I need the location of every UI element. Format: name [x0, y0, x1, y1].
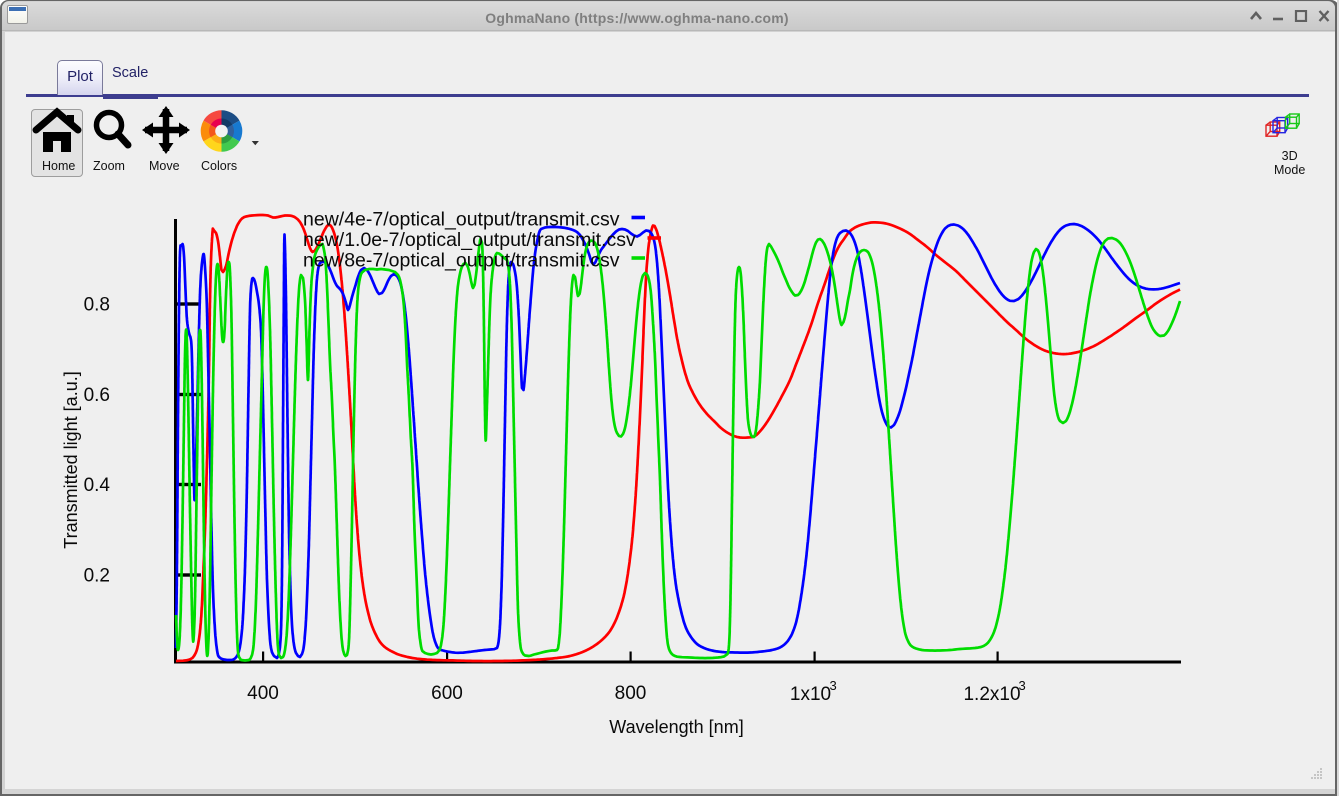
svg-text:3: 3	[830, 678, 837, 693]
svg-text:1x10: 1x10	[790, 684, 831, 705]
svg-text:1.2x10: 1.2x10	[963, 684, 1020, 705]
svg-text:Wavelength [nm]: Wavelength [nm]	[609, 717, 743, 737]
svg-text:0.8: 0.8	[84, 295, 110, 316]
svg-text:0.6: 0.6	[84, 385, 110, 406]
svg-text:0.2: 0.2	[84, 566, 110, 587]
svg-text:new/4e-7/optical_output/transm: new/4e-7/optical_output/transmit.csv	[303, 209, 620, 231]
svg-text:new/8e-7/optical_output/transm: new/8e-7/optical_output/transmit.csv	[303, 250, 620, 272]
svg-text:400: 400	[247, 683, 279, 704]
svg-text:new/1.0e-7/optical_output/tran: new/1.0e-7/optical_output/transmit.csv	[303, 229, 636, 251]
svg-text:800: 800	[615, 683, 647, 704]
svg-text:0.4: 0.4	[84, 475, 111, 496]
svg-text:3: 3	[1019, 678, 1026, 693]
svg-text:600: 600	[431, 683, 463, 704]
svg-text:Transmitted light [a.u.]: Transmitted light [a.u.]	[61, 371, 81, 548]
